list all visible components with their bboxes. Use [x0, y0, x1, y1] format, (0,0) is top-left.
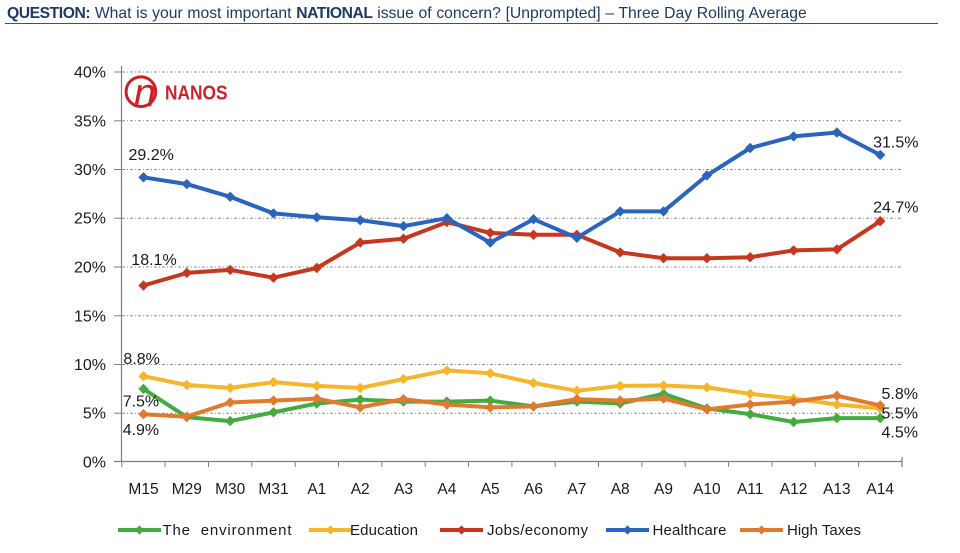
svg-text:40%: 40% — [74, 65, 106, 82]
svg-text:4.5%: 4.5% — [882, 425, 918, 442]
svg-text:A13: A13 — [823, 481, 851, 498]
svg-text:8.8%: 8.8% — [123, 351, 159, 368]
svg-text:A1: A1 — [307, 481, 326, 498]
svg-text:A7: A7 — [567, 481, 586, 498]
svg-text:The environment: The environment — [163, 522, 293, 539]
svg-text:15%: 15% — [74, 308, 106, 325]
svg-text:A12: A12 — [780, 481, 808, 498]
svg-text:7.5%: 7.5% — [123, 393, 159, 410]
svg-text:0%: 0% — [83, 455, 106, 472]
svg-text:A6: A6 — [524, 481, 543, 498]
svg-text:Jobs/economy: Jobs/economy — [487, 522, 589, 539]
svg-text:4.9%: 4.9% — [123, 422, 159, 439]
svg-text:M30: M30 — [215, 481, 246, 498]
svg-text:10%: 10% — [74, 357, 106, 374]
svg-text:M29: M29 — [172, 481, 202, 498]
svg-text:A8: A8 — [611, 481, 630, 498]
svg-text:High Taxes: High Taxes — [787, 522, 861, 539]
svg-text:M31: M31 — [258, 481, 288, 498]
svg-text:24.7%: 24.7% — [873, 200, 918, 217]
svg-text:18.1%: 18.1% — [131, 252, 176, 269]
svg-text:A9: A9 — [654, 481, 673, 498]
svg-text:20%: 20% — [74, 260, 106, 277]
svg-text:A5: A5 — [481, 481, 500, 498]
svg-text:25%: 25% — [74, 211, 106, 228]
svg-text:A4: A4 — [437, 481, 456, 498]
svg-text:n: n — [134, 72, 156, 116]
svg-text:A14: A14 — [866, 481, 894, 498]
svg-text:A2: A2 — [351, 481, 370, 498]
svg-text:5%: 5% — [83, 406, 106, 423]
svg-text:5.5%: 5.5% — [882, 405, 918, 422]
svg-text:30%: 30% — [74, 162, 106, 179]
svg-text:A10: A10 — [693, 481, 721, 498]
svg-text:Education: Education — [350, 522, 418, 539]
svg-text:M15: M15 — [128, 481, 158, 498]
svg-text:NANOS: NANOS — [165, 82, 228, 105]
svg-text:29.2%: 29.2% — [129, 147, 174, 164]
svg-text:A3: A3 — [394, 481, 413, 498]
svg-text:A11: A11 — [737, 481, 763, 498]
svg-text:Healthcare: Healthcare — [653, 522, 727, 539]
svg-text:5.8%: 5.8% — [882, 386, 918, 403]
svg-text:35%: 35% — [74, 113, 106, 130]
svg-text:31.5%: 31.5% — [873, 135, 918, 152]
